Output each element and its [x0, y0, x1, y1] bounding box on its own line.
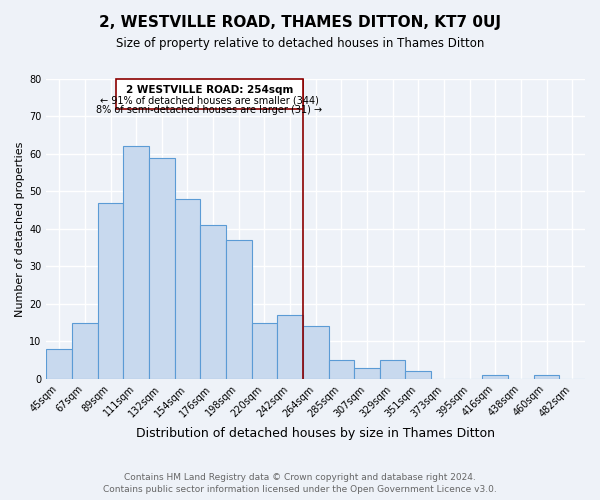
Bar	[98, 202, 124, 379]
Bar	[277, 315, 303, 379]
Y-axis label: Number of detached properties: Number of detached properties	[15, 142, 25, 316]
FancyBboxPatch shape	[116, 79, 303, 109]
Bar	[329, 360, 354, 379]
Text: 2, WESTVILLE ROAD, THAMES DITTON, KT7 0UJ: 2, WESTVILLE ROAD, THAMES DITTON, KT7 0U…	[99, 15, 501, 30]
Bar	[200, 225, 226, 379]
Bar	[534, 375, 559, 379]
Bar	[72, 322, 98, 379]
Text: Contains public sector information licensed under the Open Government Licence v3: Contains public sector information licen…	[103, 485, 497, 494]
Bar	[175, 199, 200, 379]
Bar	[380, 360, 406, 379]
Text: ← 91% of detached houses are smaller (344): ← 91% of detached houses are smaller (34…	[100, 96, 319, 106]
Bar	[226, 240, 251, 379]
Bar	[149, 158, 175, 379]
Bar	[251, 322, 277, 379]
Bar	[124, 146, 149, 379]
Bar	[406, 372, 431, 379]
Text: 2 WESTVILLE ROAD: 254sqm: 2 WESTVILLE ROAD: 254sqm	[125, 84, 293, 94]
Bar	[303, 326, 329, 379]
Bar	[46, 349, 72, 379]
Bar	[482, 375, 508, 379]
X-axis label: Distribution of detached houses by size in Thames Ditton: Distribution of detached houses by size …	[136, 427, 495, 440]
Text: 8% of semi-detached houses are larger (31) →: 8% of semi-detached houses are larger (3…	[96, 105, 322, 115]
Text: Contains HM Land Registry data © Crown copyright and database right 2024.: Contains HM Land Registry data © Crown c…	[124, 472, 476, 482]
Bar	[354, 368, 380, 379]
Text: Size of property relative to detached houses in Thames Ditton: Size of property relative to detached ho…	[116, 38, 484, 51]
